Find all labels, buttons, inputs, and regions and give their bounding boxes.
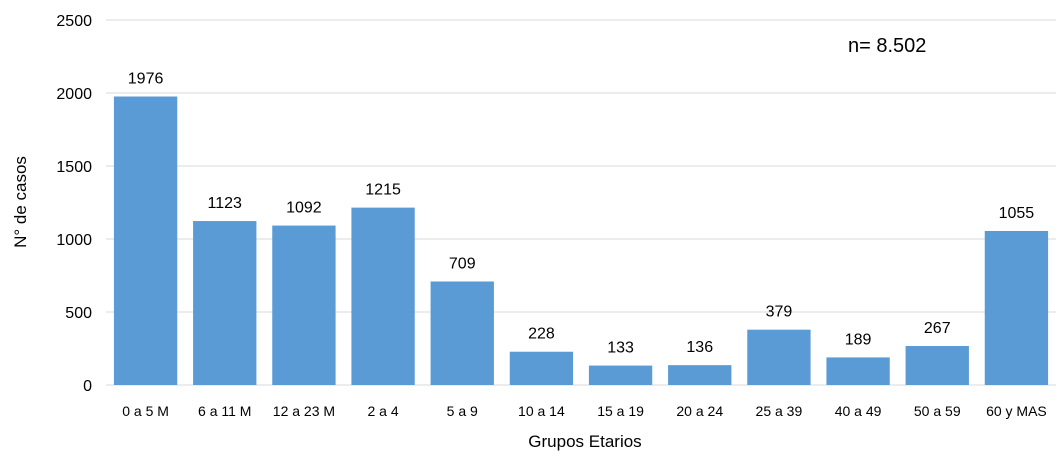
y-tick-label: 2500 (56, 13, 92, 30)
y-axis-ticks: 0 500 1000 1500 2000 2500 (56, 13, 92, 395)
data-label: 1215 (365, 182, 401, 199)
bar (430, 281, 494, 385)
bars (113, 96, 1049, 385)
bar (193, 221, 257, 385)
data-label: 228 (528, 326, 555, 343)
x-axis-ticks: 0 a 5 M 6 a 11 M 12 a 23 M 2 a 4 5 a 9 10 a 1… (122, 403, 1047, 419)
data-label: 136 (686, 339, 713, 356)
gridlines (106, 19, 1056, 386)
data-label: 1055 (999, 205, 1035, 222)
x-tick-label: 40 a 49 (835, 403, 882, 419)
data-label: 709 (449, 255, 476, 272)
bar (351, 207, 415, 385)
bar (113, 96, 178, 385)
y-tick-label: 1000 (56, 232, 92, 249)
bar (509, 351, 574, 385)
x-tick-label: 15 a 19 (597, 403, 644, 419)
bar (984, 230, 1049, 385)
data-label: 267 (924, 320, 951, 337)
x-tick-label: 12 a 23 M (273, 403, 335, 419)
data-labels: 1976 1123 1092 1215 709 228 133 136 379 189 267 105… (128, 71, 1035, 357)
x-tick-label: 10 a 14 (518, 403, 565, 419)
bar (747, 329, 811, 385)
y-tick-label: 2000 (56, 86, 92, 103)
bar (826, 357, 890, 385)
data-label: 133 (607, 340, 634, 357)
bar (668, 365, 732, 385)
data-label: 189 (845, 331, 872, 348)
x-tick-label: 25 a 39 (756, 403, 803, 419)
y-tick-label: 0 (83, 378, 92, 395)
bar (588, 365, 653, 385)
data-label: 379 (766, 304, 793, 321)
x-tick-label: 6 a 11 M (198, 403, 251, 419)
x-tick-label: 60 y MAS (986, 403, 1047, 419)
data-label: 1092 (286, 200, 322, 217)
x-tick-label: 20 a 24 (676, 403, 723, 419)
x-tick-label: 2 a 4 (368, 403, 399, 419)
x-tick-label: 5 a 9 (447, 403, 478, 419)
y-tick-label: 500 (65, 305, 92, 322)
data-label: 1976 (128, 71, 164, 88)
bar (905, 346, 969, 385)
x-axis-title: Grupos Etarios (528, 432, 641, 451)
bar (272, 225, 336, 385)
data-label: 1123 (208, 195, 243, 212)
y-tick-label: 1500 (56, 159, 92, 176)
y-axis-title: N° de casos (11, 156, 30, 248)
x-tick-label: 0 a 5 M (122, 403, 169, 419)
sample-size-annotation: n= 8.502 (848, 35, 926, 57)
x-tick-label: 50 a 59 (914, 403, 961, 419)
